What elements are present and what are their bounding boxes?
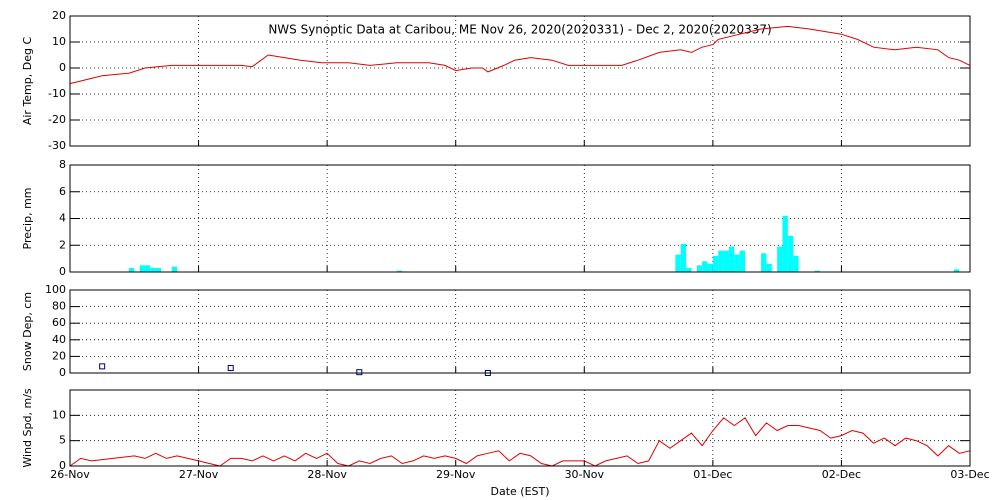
y-tick-label: 4: [59, 212, 66, 225]
x-tick-label: 26-Nov: [50, 468, 90, 481]
bar: [155, 267, 162, 272]
y-axis-label: Air Temp, Deg C: [21, 37, 34, 126]
y-tick-label: 0: [59, 61, 66, 74]
y-tick-label: 6: [59, 185, 66, 198]
bar: [782, 215, 788, 272]
bar: [712, 255, 719, 272]
bar: [145, 265, 151, 272]
bar: [723, 250, 729, 272]
x-axis-label: Date (EST): [490, 485, 549, 498]
chart-title: NWS Synoptic Data at Caribou, ME Nov 26,…: [268, 23, 771, 37]
plot-frame: [69, 389, 971, 467]
y-tick-label: 0: [59, 459, 66, 472]
y-tick-label: 10: [52, 408, 66, 421]
y-tick-label: 10: [52, 35, 66, 48]
plot-frame: [69, 164, 971, 273]
bar: [150, 267, 156, 272]
bar: [675, 254, 681, 272]
x-tick-label: 30-Nov: [565, 468, 605, 481]
bar: [396, 270, 403, 272]
bar: [793, 255, 799, 272]
y-tick-label: 8: [59, 158, 66, 171]
x-tick-label: 02-Dec: [822, 468, 861, 481]
plot-frame: [69, 15, 971, 147]
bar: [686, 267, 692, 272]
bar: [739, 250, 745, 272]
bar: [128, 267, 135, 272]
y-tick-label: 20: [52, 349, 66, 362]
y-tick-label: 100: [45, 283, 66, 296]
y-tick-label: -20: [48, 113, 66, 126]
bar: [766, 263, 772, 272]
plot-frame: [69, 289, 971, 374]
y-tick-label: 80: [52, 300, 66, 313]
x-tick-label: 27-Nov: [179, 468, 219, 481]
point: [356, 369, 363, 376]
y-tick-label: 5: [59, 434, 66, 447]
bar: [777, 246, 783, 272]
y-axis-label: Snow Dep, cm: [21, 292, 34, 371]
x-tick-label: 28-Nov: [307, 468, 347, 481]
y-tick-label: 60: [52, 316, 66, 329]
bar: [171, 266, 178, 272]
bar: [761, 253, 767, 272]
bar: [702, 261, 708, 272]
y-axis-label: Precip, mm: [21, 188, 34, 250]
y-tick-label: 20: [52, 9, 66, 22]
data-line: [69, 25, 971, 85]
bar: [696, 265, 703, 272]
y-tick-label: -30: [48, 139, 66, 152]
bar: [718, 250, 724, 272]
bar: [814, 270, 820, 272]
bar: [734, 254, 740, 272]
bar: [139, 265, 145, 272]
bar: [707, 263, 713, 272]
data-line: [69, 417, 971, 467]
y-tick-label: 2: [59, 238, 66, 251]
y-tick-label: 0: [59, 366, 66, 379]
y-tick-label: -10: [48, 87, 66, 100]
x-tick-label: 29-Nov: [436, 468, 476, 481]
bar: [728, 246, 735, 272]
bar: [680, 243, 687, 272]
bar: [787, 235, 794, 272]
point: [227, 365, 234, 372]
y-axis-label: Wind Spd, m/s: [21, 388, 34, 468]
point: [99, 363, 106, 370]
y-tick-label: 0: [59, 265, 66, 278]
x-tick-label: 01-Dec: [693, 468, 732, 481]
y-tick-label: 40: [52, 333, 66, 346]
x-tick-label: 03-Dec: [950, 468, 989, 481]
bar: [953, 269, 960, 272]
